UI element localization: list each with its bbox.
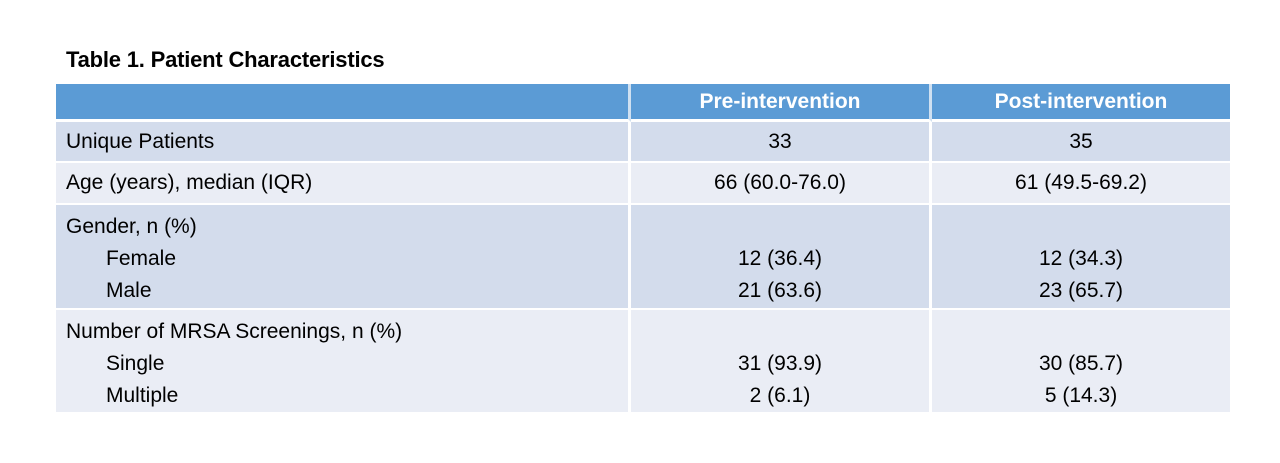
- cell-value: 33: [768, 129, 792, 153]
- post-value-cell: 35: [932, 122, 1230, 163]
- cell-value: 12 (34.3): [1038, 247, 1124, 270]
- row-label-cell: Age (years), median (IQR): [56, 163, 631, 205]
- row-sublabel-single: Single: [106, 352, 165, 375]
- row-label-cell: Number of MRSA Screenings, n (%) Single …: [56, 310, 631, 414]
- row-sublabel-male: Male: [106, 279, 152, 302]
- table-title: Table 1. Patient Characteristics: [66, 47, 385, 72]
- row-label-cell: Unique Patients: [56, 122, 631, 163]
- row-sublabel-multiple: Multiple: [106, 384, 179, 407]
- row-label: Number of MRSA Screenings, n (%): [66, 320, 403, 343]
- cell-value: 12 (36.4): [737, 247, 823, 270]
- cell-value: 31 (93.9): [737, 352, 823, 375]
- pre-value-cell: 12 (36.4) 21 (63.6): [631, 205, 932, 310]
- post-value-cell: 30 (85.7) 5 (14.3): [932, 310, 1230, 414]
- header-cell-pre-intervention: Pre-intervention: [631, 84, 932, 122]
- cell-value-spacer: [631, 211, 929, 243]
- table-row-age: Age (years), median (IQR) 66 (60.0-76.0)…: [56, 163, 1230, 205]
- header-cell-post-intervention: Post-intervention: [932, 84, 1230, 122]
- header-cell-blank: [56, 84, 631, 122]
- cell-value: 23 (65.7): [1038, 279, 1124, 302]
- row-label: Gender, n (%): [66, 215, 197, 238]
- cell-value: 21 (63.6): [737, 279, 823, 302]
- cell-value-spacer: [932, 316, 1230, 348]
- row-label: Age (years), median (IQR): [66, 171, 313, 194]
- cell-value: 2 (6.1): [749, 384, 811, 407]
- pre-value-cell: 33: [631, 122, 932, 163]
- row-label: Unique Patients: [66, 129, 215, 153]
- cell-value: 30 (85.7): [1038, 352, 1124, 375]
- row-label-cell: Gender, n (%) Female Male: [56, 205, 631, 310]
- patient-characteristics-table: Pre-intervention Post-intervention Uniqu…: [56, 84, 1230, 414]
- post-value-cell: 61 (49.5-69.2): [932, 163, 1230, 205]
- cell-value: 66 (60.0-76.0): [714, 171, 846, 194]
- cell-value-spacer: [932, 211, 1230, 243]
- cell-value: 5 (14.3): [1044, 384, 1118, 407]
- row-sublabel-female: Female: [106, 247, 177, 270]
- cell-value: 35: [1069, 129, 1093, 153]
- pre-value-cell: 66 (60.0-76.0): [631, 163, 932, 205]
- table-row-gender: Gender, n (%) Female Male 12 (36.4) 21 (…: [56, 205, 1230, 310]
- pre-value-cell: 31 (93.9) 2 (6.1): [631, 310, 932, 414]
- table-row-mrsa-screenings: Number of MRSA Screenings, n (%) Single …: [56, 310, 1230, 414]
- post-value-cell: 12 (34.3) 23 (65.7): [932, 205, 1230, 310]
- cell-value: 61 (49.5-69.2): [1015, 171, 1147, 194]
- table-header-row: Pre-intervention Post-intervention: [56, 84, 1230, 122]
- table-row-unique-patients: Unique Patients 33 35: [56, 122, 1230, 163]
- cell-value-spacer: [631, 316, 929, 348]
